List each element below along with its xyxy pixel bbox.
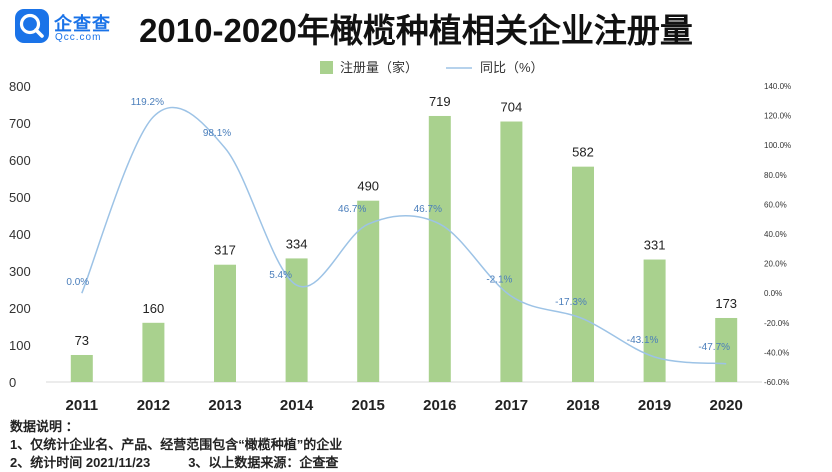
- x-tick-label: 2019: [638, 397, 671, 414]
- bar-value-label: 331: [644, 238, 666, 253]
- bar-value-label: 334: [286, 236, 308, 251]
- line-value-label: -2.1%: [486, 274, 512, 285]
- y-right-tick-label: 40.0%: [764, 230, 787, 239]
- brand-domain: Qcc.com: [55, 32, 102, 43]
- y-right-tick-label: 100.0%: [764, 141, 791, 150]
- bar-value-label: 582: [572, 145, 594, 160]
- x-tick-label: 2017: [495, 397, 528, 414]
- x-tick-label: 2016: [423, 397, 456, 414]
- notes-source: 3、以上数据来源：企查查: [188, 455, 339, 470]
- x-tick-label: 2015: [352, 397, 385, 414]
- bar-value-label: 160: [143, 301, 165, 316]
- y-left-tick-label: 800: [9, 79, 31, 94]
- bar: [643, 259, 666, 382]
- line-value-label: 0.0%: [66, 277, 89, 288]
- bar: [214, 264, 236, 382]
- y-right-tick-label: 140.0%: [764, 82, 791, 91]
- series-line-yoy: [81, 106, 727, 365]
- data-notes: 数据说明 ： 1、仅统计企业名、产品、经营范围包含“橄榄种植”的企业 2、统计时…: [10, 418, 342, 472]
- y-left-tick-label: 600: [9, 153, 31, 168]
- line-value-label: 46.7%: [414, 204, 442, 215]
- brand-name: 企查查: [54, 14, 111, 34]
- brand-logo: 企查查 Qcc.com: [14, 8, 124, 48]
- x-tick-label: 2014: [280, 397, 314, 414]
- bar: [70, 354, 93, 382]
- x-tick-label: 2012: [137, 397, 170, 414]
- y-left-tick-label: 300: [9, 264, 31, 279]
- line-value-label: 5.4%: [269, 270, 292, 281]
- y-right-tick-label: 20.0%: [764, 260, 787, 269]
- y-left-tick-label: 500: [9, 190, 31, 205]
- y-right-tick-label: 60.0%: [764, 200, 787, 209]
- bar-value-label: 173: [715, 296, 737, 311]
- y-left-tick-label: 700: [9, 116, 31, 131]
- bar: [357, 200, 380, 382]
- bar-value-label: 317: [214, 243, 236, 258]
- notes-line-2: 2、统计时间 2021/11/23 3、以上数据来源：企查查: [10, 454, 342, 472]
- magnifier-logo-icon: [15, 9, 49, 43]
- y-right-tick-label: -60.0%: [764, 378, 789, 387]
- x-tick-label: 2018: [566, 397, 599, 414]
- bar: [285, 258, 308, 382]
- y-right-tick-label: -40.0%: [764, 348, 789, 357]
- bar-value-label: 704: [501, 100, 523, 115]
- y-right-tick-label: 80.0%: [764, 171, 787, 180]
- notes-time: 2、统计时间 2021/11/23: [10, 455, 151, 470]
- bar-value-label: 490: [357, 179, 379, 194]
- y-right-tick-label: -20.0%: [764, 319, 789, 328]
- legend-label-line: 同比（%）: [480, 60, 544, 75]
- line-value-label: 119.2%: [131, 97, 164, 108]
- line-value-label: -43.1%: [627, 335, 659, 346]
- bar-value-label: 719: [429, 94, 451, 109]
- x-tick-label: 2020: [710, 397, 743, 414]
- bar: [500, 121, 523, 383]
- notes-heading: 数据说明 ：: [10, 419, 79, 434]
- bar: [142, 322, 165, 382]
- bar-value-label: 73: [75, 333, 89, 348]
- y-left-tick-label: 400: [9, 227, 31, 242]
- y-left-tick-label: 200: [9, 301, 31, 316]
- y-left-tick-label: 0: [9, 375, 16, 390]
- line-value-label: 46.7%: [338, 204, 366, 215]
- x-tick-label: 2013: [208, 397, 241, 414]
- x-tick-label: 2011: [66, 397, 99, 414]
- legend-swatch-bar: [320, 61, 333, 74]
- bar: [428, 115, 451, 382]
- line-value-label: -17.3%: [555, 297, 587, 308]
- y-right-tick-label: 0.0%: [764, 289, 782, 298]
- chart-title: 2010-2020年橄榄种植相关企业注册量: [139, 12, 693, 49]
- y-right-tick-label: 120.0%: [764, 112, 791, 121]
- line-value-label: 98.1%: [203, 128, 231, 139]
- bar: [572, 166, 594, 382]
- y-left-tick-label: 100: [9, 338, 31, 353]
- notes-line-1: 1、仅统计企业名、产品、经营范围包含“橄榄种植”的企业: [10, 437, 343, 452]
- bar: [715, 317, 738, 382]
- line-value-label: -47.7%: [698, 342, 730, 353]
- legend-label-bar: 注册量（家）: [340, 60, 418, 75]
